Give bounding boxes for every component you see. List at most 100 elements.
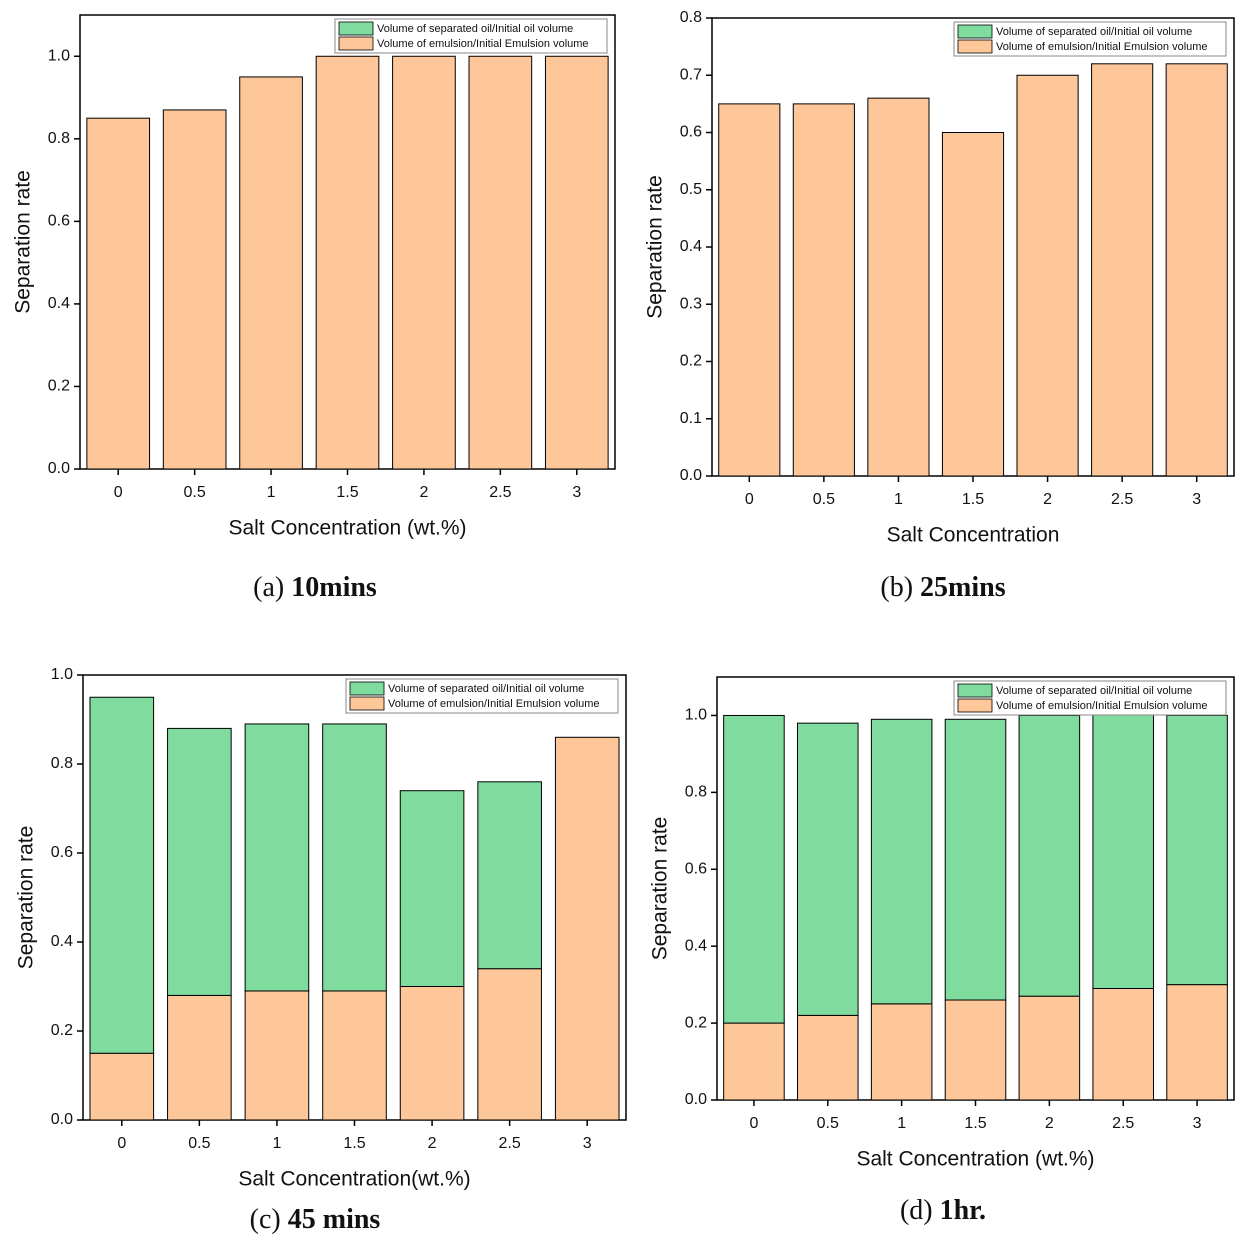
x-tick-label: 0 (745, 491, 754, 508)
x-tick-label: 0.5 (817, 1115, 839, 1132)
bar-segment (724, 715, 785, 1023)
bar-segment (478, 782, 542, 969)
x-tick-label: 1 (897, 1115, 906, 1132)
bar-segment (798, 723, 859, 1015)
bar-segment (1166, 64, 1227, 476)
bar-segment (168, 995, 232, 1120)
x-tick-label: 0 (114, 484, 123, 501)
bar-segment (945, 719, 1006, 1000)
x-axis-label: Salt Concentration (wt.%) (228, 517, 466, 540)
y-tick-label: 0.3 (680, 295, 702, 312)
caption-panel: (b) (880, 572, 913, 603)
bar-segment (168, 728, 232, 995)
bar-segment (87, 118, 150, 469)
x-tick-label: 3 (572, 484, 581, 501)
caption: (d) 1hr. (900, 1195, 986, 1226)
bar-segment (545, 56, 608, 469)
y-tick-label: 0.7 (680, 66, 702, 83)
caption-title: 1hr. (940, 1195, 986, 1226)
y-tick-label: 0.0 (685, 1091, 707, 1108)
x-tick-label: 2.5 (489, 484, 511, 501)
legend-swatch (958, 684, 992, 697)
x-tick-label: 0 (749, 1115, 758, 1132)
bar-segment (1017, 75, 1078, 476)
legend-label: Volume of emulsion/Initial Emulsion volu… (996, 41, 1208, 53)
x-tick-label: 0.5 (188, 1135, 210, 1152)
bar-segment (400, 987, 464, 1121)
bar-segment (478, 969, 542, 1120)
legend-label: Volume of separated oil/Initial oil volu… (996, 26, 1192, 38)
y-axis-label: Separation rate (649, 817, 672, 961)
caption-panel: (a) (253, 572, 284, 603)
y-tick-label: 0.5 (680, 181, 702, 198)
x-tick-label: 3 (1192, 491, 1201, 508)
caption-title: 45 mins (288, 1204, 381, 1235)
x-tick-label: 3 (583, 1135, 592, 1152)
y-tick-label: 0.6 (48, 213, 70, 230)
y-tick-label: 0.4 (51, 933, 73, 950)
y-tick-label: 0.6 (51, 844, 73, 861)
x-tick-label: 3 (1193, 1115, 1202, 1132)
legend-label: Volume of separated oil/Initial oil volu… (377, 23, 573, 35)
x-axis-label: Salt Concentration (wt.%) (856, 1148, 1094, 1171)
x-tick-label: 2.5 (1111, 491, 1133, 508)
y-axis-label: Separation rate (12, 170, 35, 314)
legend-label: Volume of emulsion/Initial Emulsion volu… (388, 698, 600, 710)
legend-label: Volume of separated oil/Initial oil volu… (388, 683, 584, 695)
legend-label: Volume of separated oil/Initial oil volu… (996, 685, 1192, 697)
y-tick-label: 0.4 (48, 295, 70, 312)
x-tick-label: 2 (1045, 1115, 1054, 1132)
y-tick-label: 0.6 (680, 124, 702, 141)
bar-segment (1167, 715, 1228, 984)
y-tick-label: 0.0 (48, 460, 70, 477)
legend-swatch (958, 40, 992, 53)
bar-segment (724, 1023, 785, 1100)
x-tick-label: 1 (272, 1135, 281, 1152)
legend-label: Volume of emulsion/Initial Emulsion volu… (996, 700, 1208, 712)
bar-segment (90, 697, 154, 1053)
bar-segment (871, 1004, 932, 1100)
caption-title: 10mins (291, 572, 377, 603)
y-tick-label: 0.0 (680, 467, 702, 484)
bar-segment (1019, 996, 1080, 1100)
y-tick-label: 0.6 (685, 860, 707, 877)
bar-segment (316, 56, 379, 469)
y-tick-label: 0.8 (51, 755, 73, 772)
caption-title: 25mins (920, 572, 1006, 603)
y-tick-label: 0.0 (51, 1111, 73, 1128)
y-axis-label: Separation rate (15, 826, 38, 970)
x-tick-label: 1.5 (343, 1135, 365, 1152)
bar-segment (245, 724, 309, 991)
legend-swatch (958, 699, 992, 712)
y-tick-label: 0.4 (685, 937, 707, 954)
y-tick-label: 0.1 (680, 410, 702, 427)
caption: (c) 45 mins (250, 1204, 381, 1235)
legend-label: Volume of emulsion/Initial Emulsion volu… (377, 38, 589, 50)
bar-segment (793, 104, 854, 476)
x-tick-label: 1.5 (964, 1115, 986, 1132)
x-tick-label: 1 (894, 491, 903, 508)
legend-swatch (958, 25, 992, 38)
y-tick-label: 0.8 (48, 130, 70, 147)
y-tick-label: 0.8 (685, 784, 707, 801)
bar-segment (1092, 64, 1153, 476)
bar-segment (245, 991, 309, 1120)
x-tick-label: 1.5 (962, 491, 984, 508)
caption-panel: (d) (900, 1195, 933, 1226)
caption-panel: (c) (250, 1204, 281, 1235)
bar-segment (1019, 715, 1080, 996)
caption: (a) 10mins (253, 572, 377, 603)
bar-segment (868, 98, 929, 476)
legend-swatch (339, 37, 373, 50)
bar-segment (1093, 712, 1154, 989)
bar-segment (945, 1000, 1006, 1100)
bar-segment (942, 133, 1003, 477)
bar-segment (719, 104, 780, 476)
y-tick-label: 0.2 (685, 1014, 707, 1031)
x-tick-label: 2 (1043, 491, 1052, 508)
bar-segment (400, 791, 464, 987)
x-tick-label: 1 (267, 484, 276, 501)
caption: (b) 25mins (880, 572, 1005, 603)
legend-swatch (350, 697, 384, 710)
bar-segment (871, 719, 932, 1004)
